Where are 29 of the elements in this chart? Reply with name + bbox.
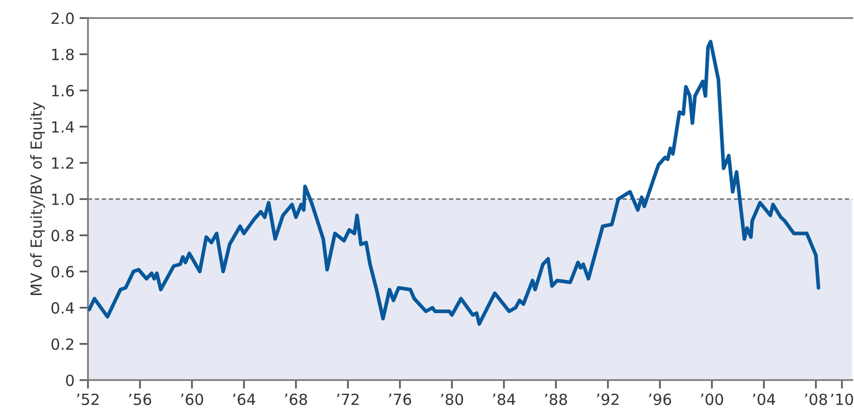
x-tick-label: ’56 [129, 394, 152, 406]
x-tick-label: ’04 [753, 394, 776, 406]
x-tick-label: ’76 [389, 394, 412, 406]
y-tick-label: 1.8 [52, 48, 74, 60]
x-tick-label: ’10 [831, 394, 854, 406]
y-tick-label: 0.4 [51, 302, 74, 314]
x-tick-label: ’84 [493, 394, 516, 406]
y-tick-label: 1.4 [52, 121, 74, 132]
line-series [88, 40, 820, 326]
y-tick-label: 1.2 [52, 157, 74, 169]
y-tick-label: 0.6 [51, 266, 74, 278]
y-tick-label: 1.0 [52, 194, 74, 206]
x-tick-label: ’80 [441, 394, 464, 406]
x-tick-label: ’96 [649, 394, 672, 406]
y-tick-label: 0 [66, 374, 74, 386]
x-tick-label: ’08 [805, 394, 827, 406]
x-tick-label: ’72 [337, 394, 359, 405]
x-tick-label: ’64 [233, 394, 256, 406]
x-tick-label: ’92 [597, 394, 619, 406]
y-tick-label: 2.0 [52, 12, 74, 24]
y-tick-label: 0.8 [51, 230, 74, 242]
x-tick-label: ’88 [545, 394, 568, 406]
x-tick-label: ’68 [285, 394, 308, 406]
y-tick-label: 0.2 [51, 338, 74, 350]
x-tick-label: ’60 [181, 394, 204, 406]
x-tick-label: ’52 [77, 394, 99, 406]
y-axis-title: MV of Equity/BV of Equity [30, 102, 45, 295]
y-tick-label: 1.6 [52, 84, 74, 96]
x-tick-label: ’00 [701, 394, 724, 406]
